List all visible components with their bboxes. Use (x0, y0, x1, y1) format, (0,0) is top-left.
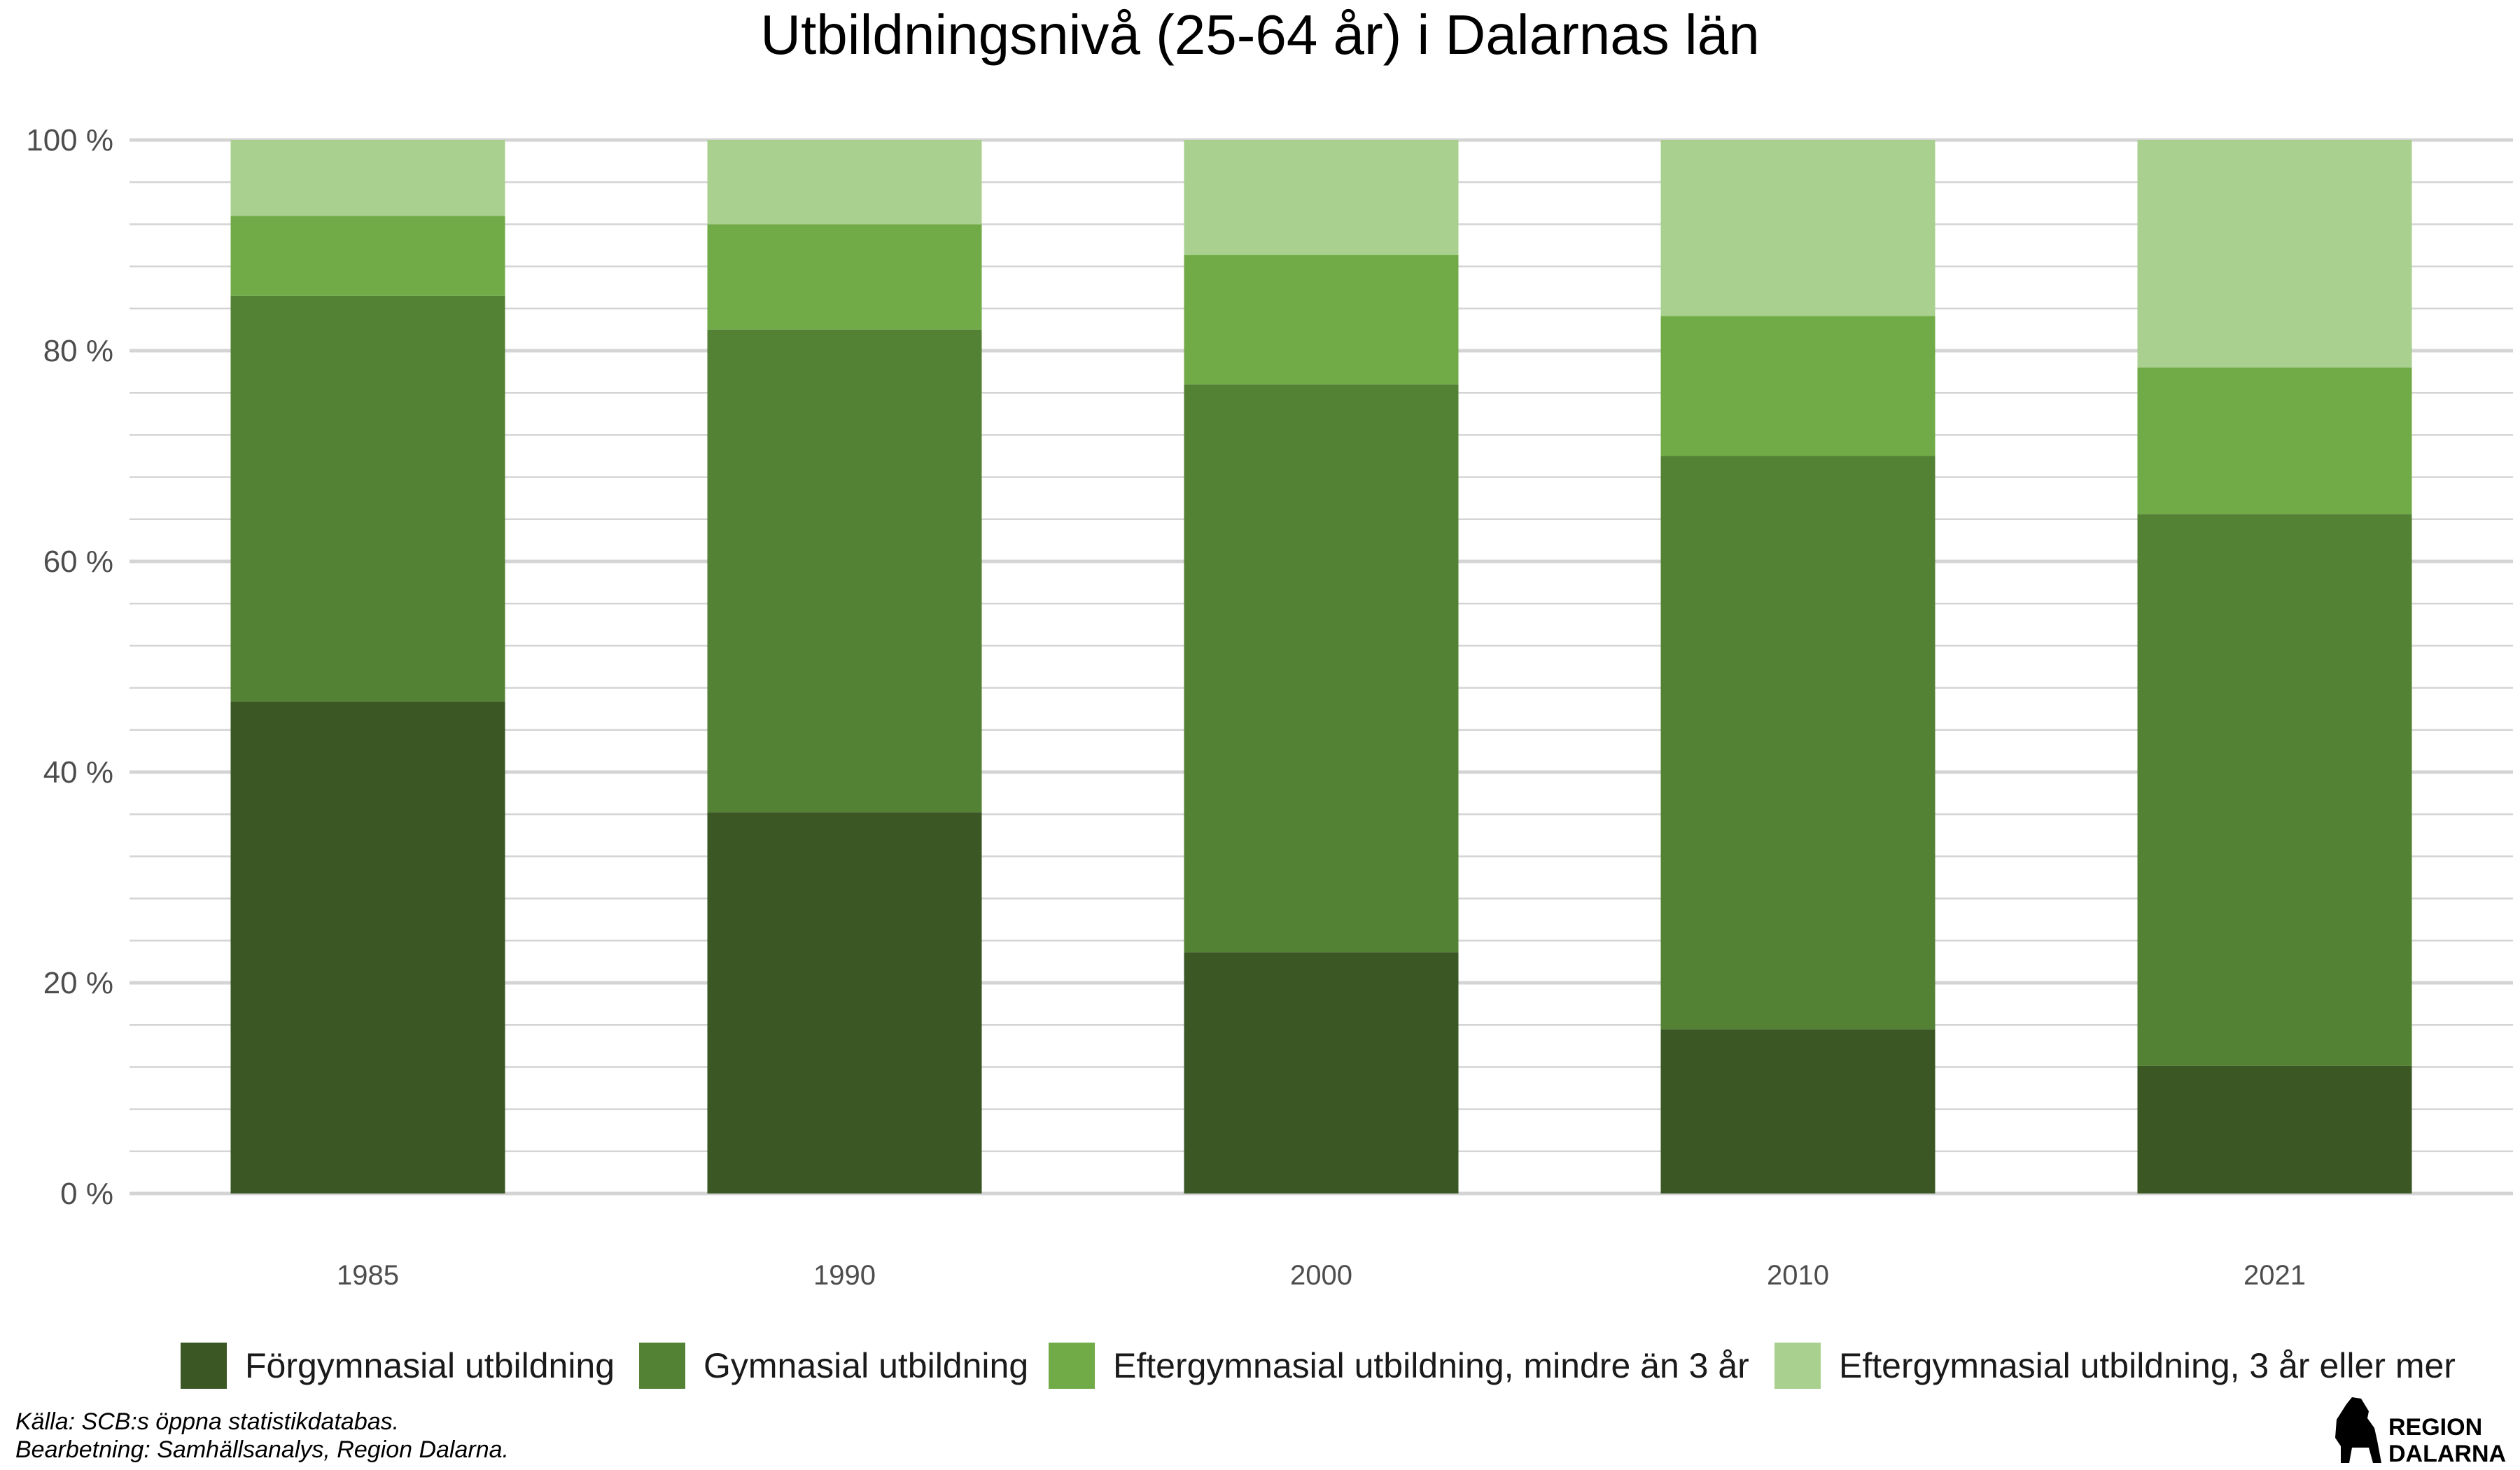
bar-segment-1985-2 (230, 295, 505, 702)
y-tick-label: 40 % (43, 755, 113, 790)
bar-segment-2010-1 (1660, 1029, 1935, 1194)
bar-segment-2000-1 (1184, 952, 1459, 1194)
legend: Förgymnasial utbildning Gymnasial utbildn… (181, 1343, 2456, 1389)
bar-segment-2000-2 (1184, 384, 1459, 953)
bar-segment-2021-3 (2137, 368, 2412, 514)
bar-segment-2000-4 (1184, 140, 1459, 255)
legend-label: Eftergymnasial utbildning, 3 år eller me… (1839, 1346, 2456, 1385)
y-tick-label: 20 % (43, 966, 113, 1000)
legend-label: Förgymnasial utbildning (245, 1346, 615, 1385)
bar-segment-1985-1 (230, 701, 505, 1194)
legend-key (1774, 1343, 1821, 1389)
bar-segment-2000-3 (1184, 255, 1459, 385)
bar-segment-2021-2 (2137, 514, 2412, 1066)
x-tick-label: 2000 (1290, 1260, 1352, 1291)
bar-segment-1985-3 (230, 216, 505, 296)
x-axis: 1985 1990 2000 2010 2021 (337, 1260, 2306, 1291)
source-caption: Källa: SCB:s öppna statistikdatabas. (15, 1408, 399, 1435)
dala-horse-icon (2335, 1397, 2381, 1463)
x-tick-label: 1985 (337, 1260, 399, 1291)
bar-segment-2010-3 (1660, 316, 1935, 456)
region-dalarna-logo: REGION DALARNA (2335, 1397, 2506, 1467)
y-tick-label: 100 % (26, 123, 113, 158)
y-tick-label: 60 % (43, 545, 113, 579)
logo-text-dalarna: DALARNA (2388, 1441, 2506, 1467)
x-tick-label: 2010 (1767, 1260, 1829, 1291)
bar-segment-1985-4 (230, 140, 505, 216)
legend-key (1049, 1343, 1095, 1389)
legend-key (181, 1343, 227, 1389)
y-tick-label: 80 % (43, 334, 113, 368)
bar-segment-1990-1 (707, 812, 982, 1194)
logo-text-region: REGION (2388, 1414, 2482, 1441)
bar-segment-1990-2 (707, 329, 982, 813)
x-tick-label: 1990 (813, 1260, 876, 1291)
legend-key (639, 1343, 685, 1389)
bar-segment-1990-3 (707, 224, 982, 330)
chart-title: Utbildningsnivå (25-64 år) i Dalarnas lä… (760, 4, 1759, 66)
processing-caption: Bearbetning: Samhällsanalys, Region Dala… (15, 1436, 509, 1463)
bar-segment-2021-1 (2137, 1065, 2412, 1194)
legend-label: Eftergymnasial utbildning, mindre än 3 å… (1113, 1346, 1749, 1385)
bar-segment-2010-2 (1660, 456, 1935, 1030)
bar-segment-2021-4 (2137, 140, 2412, 368)
bar-segment-1990-4 (707, 140, 982, 225)
y-axis: 0 % 20 % 40 % 60 % 80 % 100 % (26, 123, 113, 1211)
x-tick-label: 2021 (2244, 1260, 2306, 1291)
bar-segment-2010-4 (1660, 140, 1935, 316)
legend-label: Gymnasial utbildning (704, 1346, 1028, 1385)
y-tick-label: 0 % (60, 1177, 113, 1211)
bars (230, 140, 2412, 1194)
